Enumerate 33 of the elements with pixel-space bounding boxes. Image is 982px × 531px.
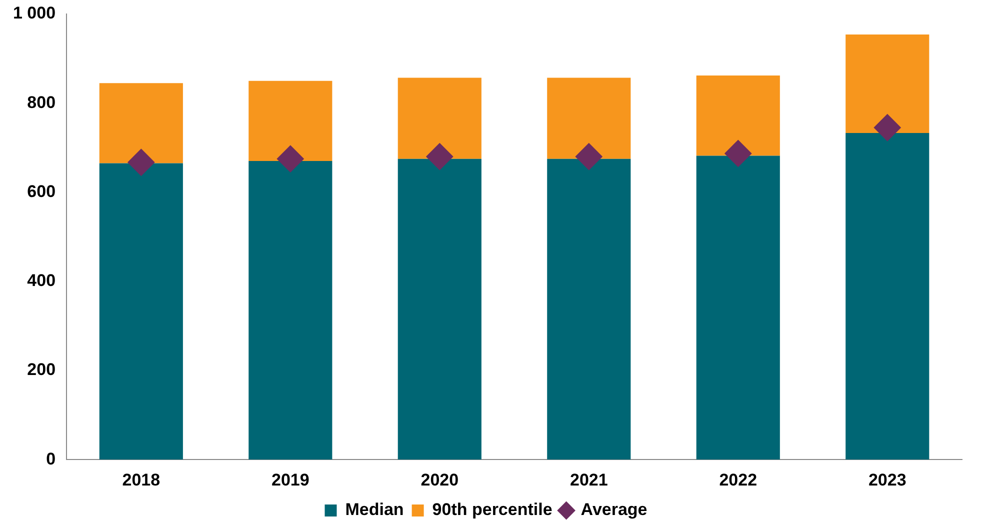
point bbox=[426, 143, 454, 170]
point bbox=[276, 145, 304, 172]
x-tick-label: 2023 bbox=[868, 470, 906, 490]
y-tick-label: 200 bbox=[27, 360, 56, 380]
bar bbox=[248, 80, 332, 162]
bar bbox=[547, 78, 631, 159]
bar bbox=[846, 34, 930, 133]
bar bbox=[846, 132, 930, 460]
x-tick-label: 2022 bbox=[719, 470, 758, 490]
x-tick-label: 2019 bbox=[271, 470, 310, 490]
legend-label: 90th percentile bbox=[432, 500, 552, 520]
bar bbox=[547, 158, 631, 460]
bar bbox=[398, 78, 482, 159]
legend-label: Average bbox=[580, 500, 648, 520]
x-tick-label: 2021 bbox=[570, 470, 608, 490]
bar bbox=[398, 158, 482, 460]
y-tick-label: 400 bbox=[27, 271, 56, 290]
legend-label: Median bbox=[345, 500, 404, 520]
point bbox=[128, 148, 155, 176]
bar bbox=[99, 83, 183, 164]
point bbox=[874, 114, 901, 142]
y-tick-label: 1 000 bbox=[12, 4, 56, 23]
y-tick-label: 800 bbox=[27, 92, 56, 112]
bar bbox=[696, 75, 780, 156]
y-tick-label: 0 bbox=[46, 449, 56, 468]
x-tick-label: 2020 bbox=[420, 470, 459, 490]
bar bbox=[248, 161, 332, 460]
bar bbox=[696, 156, 780, 460]
point bbox=[724, 140, 752, 167]
bar bbox=[99, 163, 183, 460]
y-tick-label: 600 bbox=[27, 182, 56, 201]
x-tick-label: 2018 bbox=[122, 470, 160, 490]
point bbox=[575, 143, 602, 170]
